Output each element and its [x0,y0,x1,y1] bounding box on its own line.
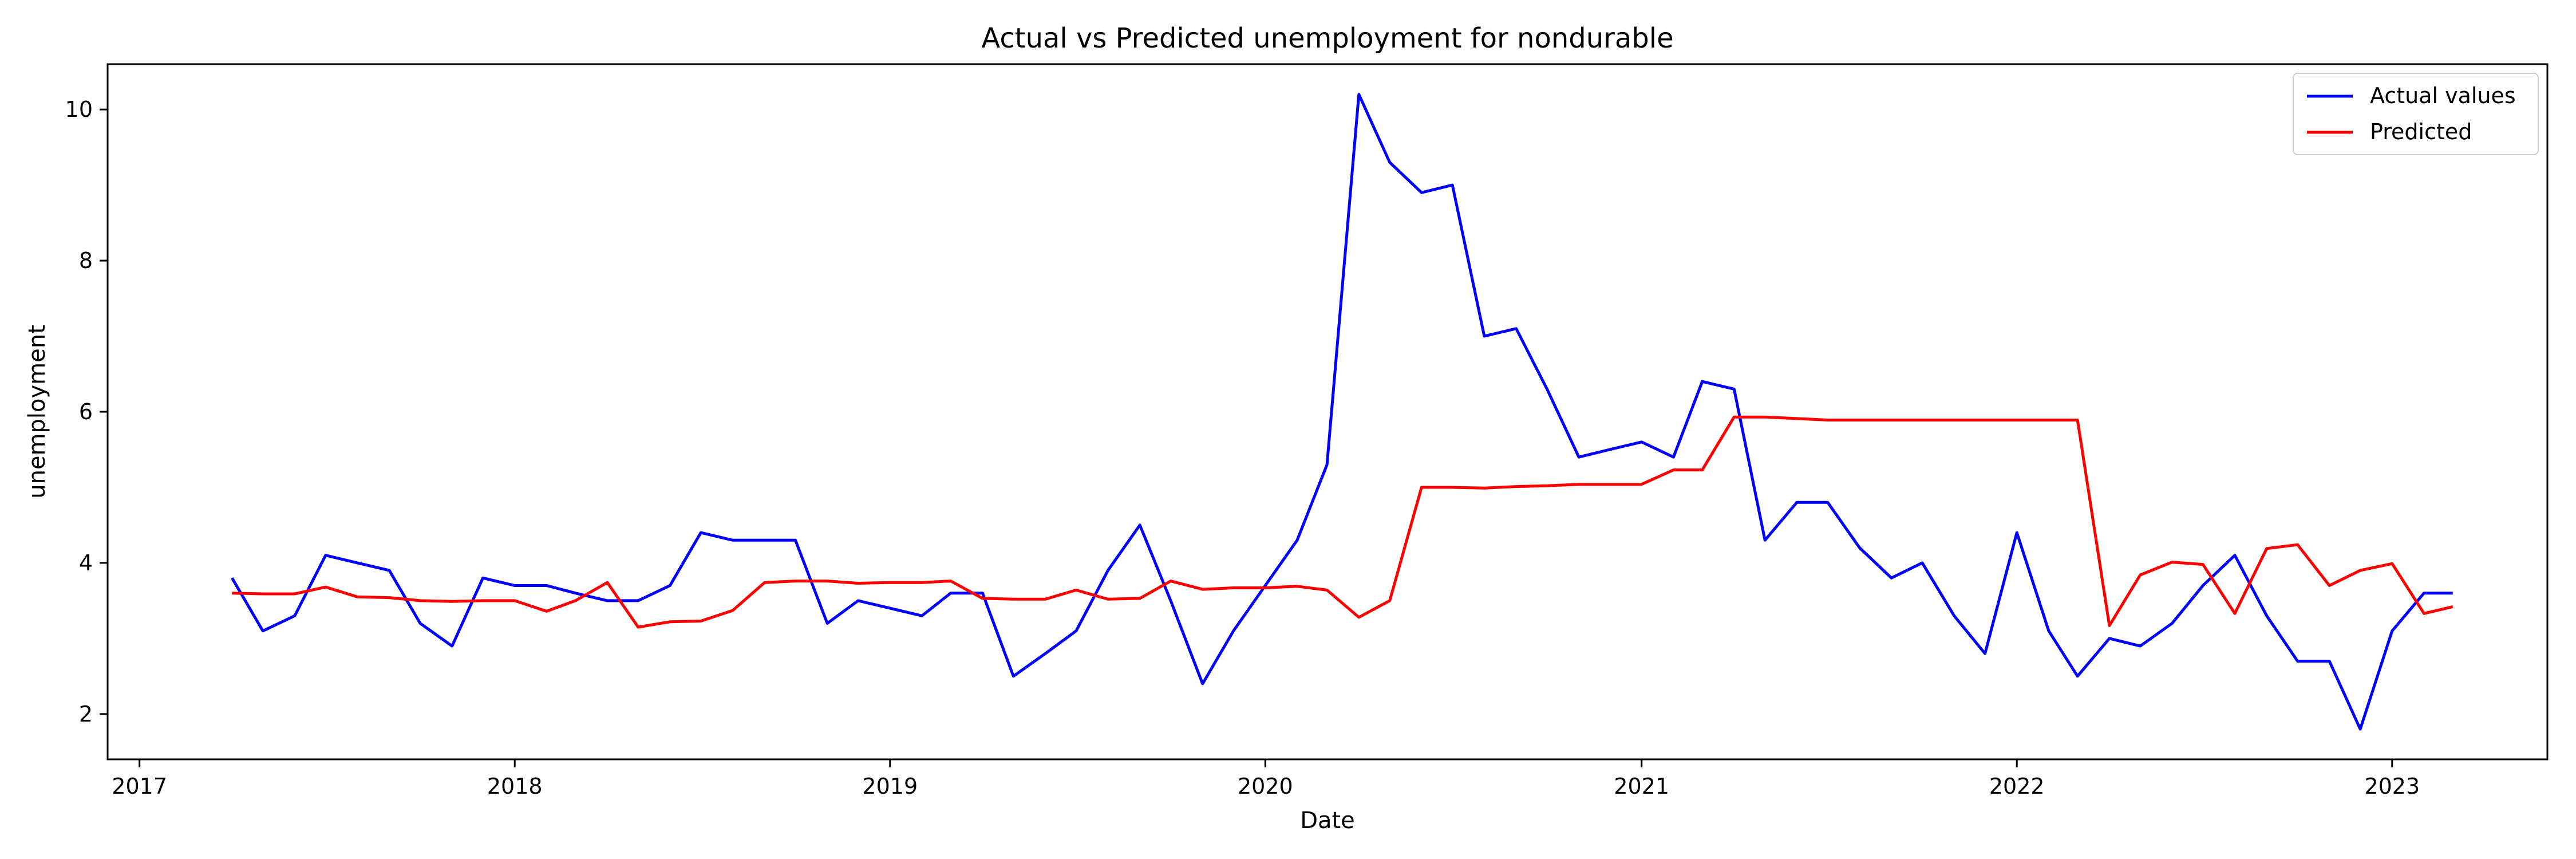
legend-label-predicted: Predicted [2370,119,2472,144]
plot-area [106,63,2549,761]
legend-label-actual-values: Actual values [2370,83,2516,108]
y-tick-label: 2 [79,702,93,727]
series-layer [231,93,2453,731]
x-tick-label: 2023 [2364,774,2420,799]
y-tick-label: 8 [79,248,93,273]
x-tick-label: 2021 [1614,774,1669,799]
legend-box [2293,73,2539,155]
x-tick-label: 2019 [862,774,918,799]
legend: Actual values Predicted [2293,73,2539,155]
y-tick-label: 4 [79,550,93,576]
chart-title: Actual vs Predicted unemployment for non… [981,22,1673,54]
y-axis: 2 4 6 8 10 [65,97,108,727]
x-tick-label: 2017 [112,774,167,799]
x-tick-label: 2020 [1238,774,1293,799]
x-tick-label: 2018 [487,774,543,799]
y-axis-title: unemployment [24,325,50,499]
y-tick-label: 6 [79,399,93,424]
x-tick-label: 2022 [1989,774,2045,799]
y-tick-label: 10 [65,97,93,122]
x-axis-title: Date [1300,807,1355,834]
x-axis: 2017 2018 2019 2020 2021 2022 2023 [112,759,2420,799]
series-line-predicted [232,415,2453,629]
series-line-actual-values [231,93,2453,731]
